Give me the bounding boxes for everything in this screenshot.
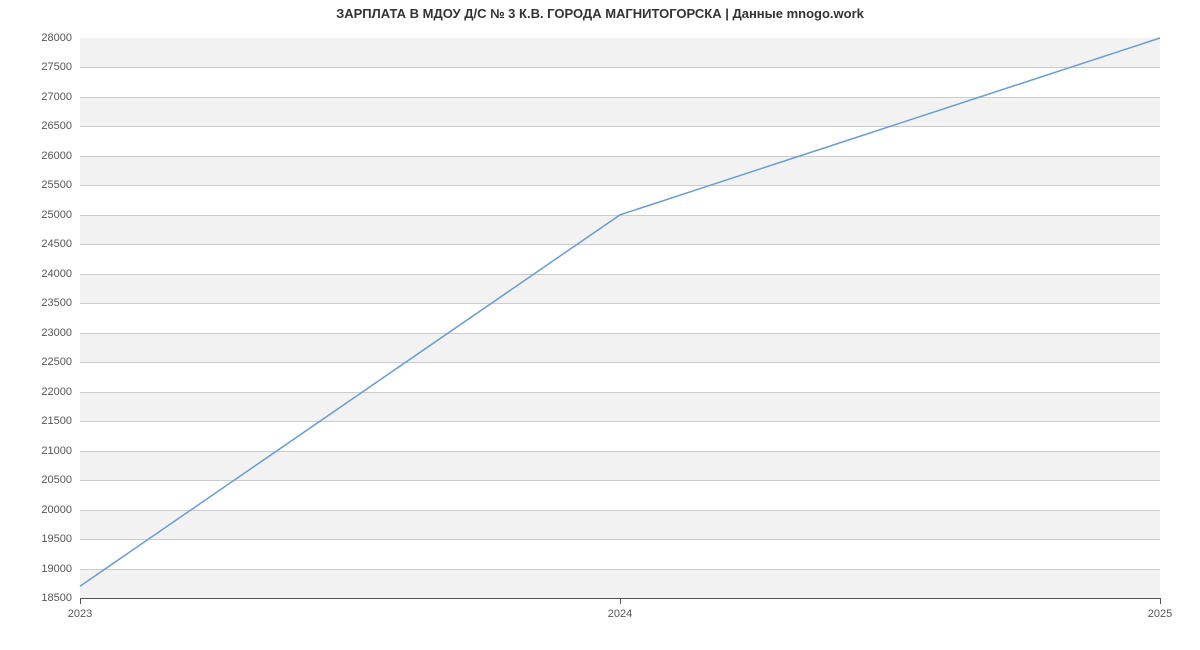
x-tick-label: 2025 [1148,608,1172,620]
x-tick-mark [80,598,81,604]
y-tick-label: 19000 [0,563,72,575]
series-line [80,38,1160,586]
y-tick-label: 26500 [0,120,72,132]
y-tick-label: 26000 [0,150,72,162]
y-tick-label: 22500 [0,356,72,368]
y-tick-label: 19500 [0,533,72,545]
y-tick-label: 23000 [0,327,72,339]
y-tick-label: 24500 [0,238,72,250]
y-tick-label: 27000 [0,91,72,103]
x-tick-label: 2024 [608,608,632,620]
x-tick-mark [620,598,621,604]
x-tick-label: 2023 [68,608,92,620]
y-tick-label: 21500 [0,415,72,427]
chart-container: ЗАРПЛАТА В МДОУ Д/С № 3 К.В. ГОРОДА МАГН… [0,0,1200,650]
y-tick-label: 27500 [0,61,72,73]
chart-title: ЗАРПЛАТА В МДОУ Д/С № 3 К.В. ГОРОДА МАГН… [0,6,1200,21]
y-tick-label: 18500 [0,592,72,604]
y-tick-label: 25500 [0,179,72,191]
plot-area [80,38,1160,598]
y-tick-label: 24000 [0,268,72,280]
y-tick-label: 23500 [0,297,72,309]
y-tick-label: 21000 [0,445,72,457]
y-tick-label: 20500 [0,474,72,486]
y-tick-label: 25000 [0,209,72,221]
x-tick-mark [1160,598,1161,604]
y-tick-label: 22000 [0,386,72,398]
y-tick-label: 20000 [0,504,72,516]
line-series [80,38,1160,598]
y-tick-label: 28000 [0,32,72,44]
